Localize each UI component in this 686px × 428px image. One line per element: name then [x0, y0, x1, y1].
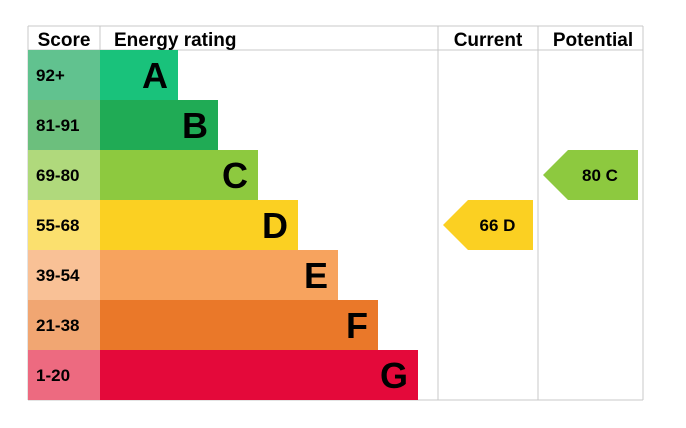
potential-rating-label: 80 C	[582, 166, 618, 185]
score-range-a: 92+	[36, 66, 65, 85]
rating-indicators: 66 D 80 C	[443, 150, 638, 250]
band-bar-d	[100, 200, 298, 250]
band-letter-g: G	[380, 355, 408, 396]
header-current: Current	[454, 30, 523, 51]
band-bar-b	[100, 100, 218, 150]
score-cell-c	[28, 150, 100, 200]
band-bar-e	[100, 250, 338, 300]
score-range-e: 39-54	[36, 266, 80, 285]
band-letter-f: F	[346, 305, 368, 346]
band-letter-a: A	[142, 55, 168, 96]
band-letter-c: C	[222, 155, 248, 196]
header-potential: Potential	[553, 30, 633, 51]
score-range-f: 21-38	[36, 316, 79, 335]
score-cell-g	[28, 350, 100, 400]
score-range-b: 81-91	[36, 116, 79, 135]
score-cell-d	[28, 200, 100, 250]
band-letter-b: B	[182, 105, 208, 146]
header-score: Score	[38, 30, 91, 51]
current-rating-label: 66 D	[480, 216, 516, 235]
score-cell-e	[28, 250, 100, 300]
rating-bands: 92+ A 81-91 B 69-80 C 55-68 D 39-54 E 21-38 F 1-20 G	[28, 50, 418, 400]
current-rating-arrow	[443, 200, 533, 250]
header-energy-rating: Energy rating	[114, 30, 236, 51]
band-bar-g	[100, 350, 418, 400]
band-letter-e: E	[304, 255, 328, 296]
score-range-g: 1-20	[36, 366, 70, 385]
score-range-d: 55-68	[36, 216, 79, 235]
score-cell-f	[28, 300, 100, 350]
band-bar-a	[100, 50, 178, 100]
score-cell-b	[28, 100, 100, 150]
potential-rating-arrow	[543, 150, 638, 200]
score-cell-a	[28, 50, 100, 100]
band-bar-c	[100, 150, 258, 200]
band-bar-f	[100, 300, 378, 350]
band-letter-d: D	[262, 205, 288, 246]
score-range-c: 69-80	[36, 166, 79, 185]
